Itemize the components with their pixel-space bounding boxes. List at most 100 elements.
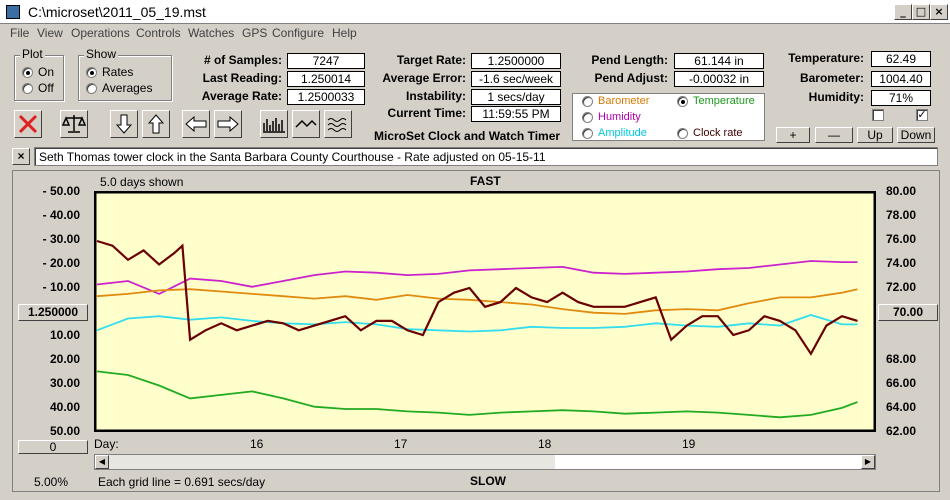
left-tick: - 30.00	[42, 232, 80, 246]
series-amplitude-option[interactable]: Amplitude	[582, 127, 647, 139]
menu-controls[interactable]: Controls	[136, 26, 181, 40]
right-center-button[interactable]: 70.00	[878, 304, 938, 321]
bars-icon	[263, 118, 285, 133]
minus-button[interactable]: —	[815, 127, 853, 143]
pend-adjust-value: -0.00032 in	[674, 71, 764, 87]
scale-balance-icon	[62, 115, 86, 133]
left-tick: - 10.00	[42, 280, 80, 294]
left-tick: 50.00	[49, 424, 80, 438]
day-axis-label: Day:	[94, 437, 119, 451]
arrow-down-icon	[115, 114, 133, 134]
description-field[interactable]: Seth Thomas tower clock in the Santa Bar…	[34, 147, 938, 166]
menu-gps[interactable]: GPS	[242, 26, 268, 40]
bar-view-button[interactable]	[260, 110, 288, 138]
humidity-radio[interactable]	[582, 111, 593, 123]
line-view-button[interactable]	[292, 110, 320, 138]
option-checkbox-2[interactable]: ✓	[916, 108, 928, 121]
plot-group-label: Plot	[20, 47, 45, 61]
temperature-radio[interactable]	[677, 95, 688, 107]
close-window-button[interactable]: ×	[930, 4, 948, 20]
current-time-value: 11:59:55 PM	[471, 106, 561, 122]
plot-on-radio[interactable]	[22, 66, 33, 78]
samples-label: # of Samples:	[203, 53, 282, 67]
temperature-value: 62.49	[871, 51, 931, 67]
show-averages-radio[interactable]	[86, 82, 97, 94]
scroll-right-button[interactable]	[214, 110, 242, 138]
series-line-barometer	[96, 288, 858, 315]
minimize-button[interactable]: _	[894, 4, 912, 20]
series-humidity-option[interactable]: Humidity	[582, 111, 641, 123]
rate-plot	[94, 191, 876, 432]
plot-off-radio[interactable]	[22, 82, 33, 94]
up-button[interactable]: Up	[857, 127, 893, 143]
left-tick: 40.00	[49, 400, 80, 414]
scroll-down-button[interactable]	[110, 110, 138, 138]
window-title: C:\microset\2011_05_19.mst	[28, 4, 206, 20]
plot-off-option[interactable]: Off	[22, 81, 54, 95]
down-button[interactable]: Down	[897, 127, 935, 143]
title-bar: C:\microset\2011_05_19.mst _ □ ×	[0, 0, 950, 24]
right-tick: 72.00	[886, 280, 917, 294]
app-name-label: MicroSet Clock and Watch Timer	[374, 129, 561, 143]
plus-button[interactable]: +	[776, 127, 810, 143]
menu-file[interactable]: File	[10, 26, 30, 40]
menu-help[interactable]: Help	[332, 26, 357, 40]
series-barometer-option[interactable]: Barometer	[582, 95, 649, 107]
scroll-up-button[interactable]	[142, 110, 170, 138]
scrollbar-thumb[interactable]	[555, 455, 861, 469]
menu-configure[interactable]: Configure	[272, 26, 325, 40]
balance-button[interactable]	[60, 110, 88, 138]
right-tick: 78.00	[886, 208, 917, 222]
option-checkbox-1[interactable]	[872, 109, 884, 121]
current-time-label: Current Time:	[387, 106, 466, 120]
plot-area	[94, 191, 876, 432]
wave-lines-icon	[327, 118, 347, 132]
show-rates-option[interactable]: Rates	[86, 65, 133, 79]
maximize-button[interactable]: □	[912, 4, 930, 20]
reset-button[interactable]	[14, 110, 42, 138]
amplitude-radio[interactable]	[582, 127, 593, 139]
instability-label: Instability:	[405, 89, 466, 103]
line-graph-icon	[295, 119, 317, 128]
pend-length-value: 61.144 in	[674, 53, 764, 69]
left-tick: 20.00	[49, 352, 80, 366]
average-rate-value: 1.2500033	[287, 89, 365, 105]
wave-view-button[interactable]	[324, 110, 352, 138]
clear-description-button[interactable]: ×	[12, 148, 30, 165]
plot-on-option[interactable]: On	[22, 65, 54, 79]
samples-value: 7247	[287, 53, 365, 69]
menu-watches[interactable]: Watches	[188, 26, 235, 40]
series-temperature-option[interactable]: Temperature	[677, 95, 755, 107]
right-tick: 68.00	[886, 352, 917, 366]
instability-value: 1 secs/day	[471, 89, 561, 105]
zero-button[interactable]: 0	[18, 440, 88, 454]
series-select-box	[572, 93, 765, 141]
menu-view[interactable]: View	[37, 26, 63, 40]
show-rates-radio[interactable]	[86, 66, 97, 78]
series-clock-rate-option[interactable]: Clock rate	[677, 127, 743, 139]
left-tick: - 20.00	[42, 256, 80, 270]
scroll-right-arrow[interactable]: ▶	[861, 455, 875, 469]
right-tick: 64.00	[886, 400, 917, 414]
series-line-temperature	[96, 370, 858, 419]
fast-label: FAST	[470, 174, 501, 188]
average-rate-label: Average Rate:	[201, 89, 282, 103]
menu-operations[interactable]: Operations	[71, 26, 130, 40]
scroll-left-button[interactable]	[182, 110, 210, 138]
horizontal-scrollbar[interactable]: ◀ ▶	[94, 454, 876, 470]
barometer-radio[interactable]	[582, 95, 593, 107]
clock-rate-radio[interactable]	[677, 127, 688, 139]
arrow-up-icon	[147, 114, 165, 134]
series-line-clock-rate	[96, 239, 858, 356]
temperature-label: Temperature:	[788, 51, 864, 65]
scroll-left-arrow[interactable]: ◀	[95, 455, 109, 469]
show-averages-option[interactable]: Averages	[86, 81, 152, 95]
day-tick: 19	[682, 437, 696, 451]
center-rate-button[interactable]: 1.250000	[18, 304, 88, 321]
right-tick: 74.00	[886, 256, 917, 270]
day-tick: 17	[394, 437, 408, 451]
arrow-right-icon	[217, 115, 239, 133]
last-reading-value: 1.250014	[287, 71, 365, 87]
left-tick: 10.00	[49, 328, 80, 342]
target-rate-label: Target Rate:	[396, 53, 466, 67]
